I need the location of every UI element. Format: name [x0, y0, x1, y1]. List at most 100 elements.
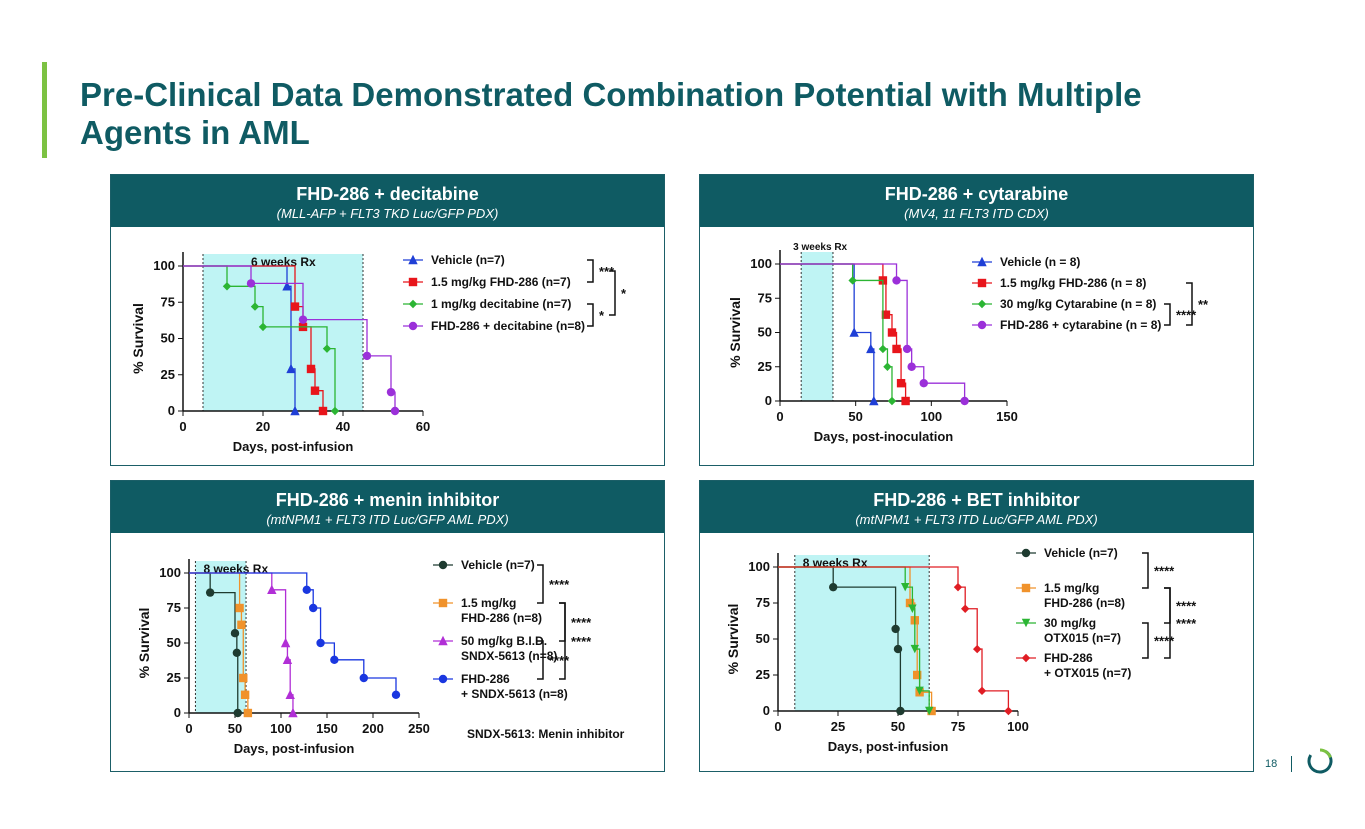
significance-bracket	[587, 303, 594, 327]
survival-line	[780, 263, 966, 401]
legend-marker	[1021, 653, 1031, 663]
data-point	[286, 363, 296, 374]
significance-label: ****	[571, 634, 592, 649]
y-tick-label: 50	[756, 631, 770, 646]
legend-label: FHD-286 + decitabine (n=8)	[431, 319, 585, 333]
rx-band	[794, 555, 930, 711]
significance-label: ****	[1176, 308, 1197, 323]
survival-chart-menin: 8 weeks Rx 0 50 100 150 200 250 0 25 50 75 100 Days,…	[136, 558, 625, 756]
x-tick-label: 0	[776, 409, 783, 424]
data-point	[902, 344, 912, 354]
y-tick-label: 25	[756, 667, 770, 682]
data-point	[258, 322, 268, 332]
data-point	[878, 344, 888, 354]
data-point	[362, 351, 372, 361]
series-4	[189, 572, 401, 699]
y-tick-label: 50	[161, 331, 175, 346]
legend-label: Vehicle (n=7)	[431, 253, 505, 267]
panel-title: FHD-286 + decitabine	[296, 184, 479, 204]
significance-label: ****	[549, 577, 570, 592]
data-point	[829, 582, 838, 592]
significance-bracket	[1186, 282, 1193, 326]
legend-marker	[438, 674, 448, 684]
y-tick-label: 0	[174, 705, 181, 720]
survival-chart-decitabine: 6 weeks Rx 0 20 40 60 0 25 50 75 100 Days, post-in…	[130, 252, 627, 454]
significance-bracket	[1142, 552, 1149, 589]
data-point	[282, 654, 293, 664]
data-point	[290, 302, 300, 311]
x-tick-label: 100	[270, 721, 292, 736]
y-tick-label: 100	[159, 565, 181, 580]
data-point	[235, 603, 244, 613]
y-tick-label: 75	[161, 294, 175, 309]
legend-marker	[408, 277, 418, 287]
data-point	[887, 328, 897, 337]
panel-menin: FHD-286 + menin inhibitor (mtNPM1 + FLT3…	[110, 480, 665, 772]
series-2	[189, 572, 253, 718]
data-point	[919, 378, 928, 388]
company-logo-icon	[1307, 748, 1333, 774]
rx-label: 8 weeks Rx	[203, 562, 268, 576]
data-point	[881, 310, 891, 319]
data-point	[282, 281, 292, 291]
significance-bracket	[537, 564, 544, 604]
series-4	[778, 566, 1013, 716]
survival-chart-cytarabine: 3 weeks Rx 0 50 100 150 0 25 50 75 100 Days, post-…	[727, 242, 1209, 444]
significance-bracket	[587, 259, 594, 283]
legend-marker	[977, 320, 987, 330]
y-tick-label: 75	[756, 595, 770, 610]
data-point	[290, 405, 300, 416]
x-tick-label: 20	[256, 419, 270, 434]
x-tick-label: 50	[891, 719, 905, 734]
data-point	[883, 362, 892, 371]
legend-label: 1.5 mg/kg FHD-286 (n=8)	[1044, 581, 1125, 610]
data-point	[913, 670, 922, 680]
legend-marker	[1021, 618, 1031, 628]
x-tick-label: 150	[316, 721, 338, 736]
data-point	[960, 396, 969, 406]
x-tick-label: 0	[179, 419, 186, 434]
data-point	[309, 603, 318, 613]
y-tick-label: 100	[748, 559, 770, 574]
data-point	[233, 708, 242, 718]
data-point	[1004, 706, 1013, 716]
legend-marker	[977, 278, 987, 288]
data-point	[907, 362, 916, 371]
data-point	[869, 395, 879, 406]
series-1	[778, 566, 905, 716]
data-point	[237, 620, 246, 629]
data-point	[306, 364, 316, 374]
significance-label: ****	[1176, 599, 1197, 614]
y-tick-label: 75	[758, 290, 772, 305]
y-tick-label: 0	[168, 403, 175, 418]
data-point	[893, 644, 903, 654]
significance-bracket	[559, 602, 566, 680]
series-3	[780, 263, 897, 406]
data-point	[908, 604, 917, 613]
panel-header: FHD-286 + decitabine (MLL-AFP + FLT3 TKD…	[111, 175, 664, 227]
page-number: 18	[1265, 758, 1278, 770]
x-tick-label: 0	[774, 719, 781, 734]
legend-marker	[438, 560, 448, 570]
data-point	[910, 644, 919, 654]
legend-label: FHD-286 + cytarabine (n = 8)	[1000, 318, 1161, 332]
x-tick-label: 50	[228, 721, 242, 736]
data-point	[322, 344, 332, 353]
significance-label: ****	[549, 653, 570, 668]
series-2	[780, 263, 910, 406]
survival-line	[778, 566, 1010, 711]
x-tick-label: 150	[996, 409, 1018, 424]
rx-label: 8 weeks Rx	[803, 556, 868, 570]
data-point	[240, 690, 250, 699]
significance-label: ****	[1176, 616, 1197, 631]
data-point	[330, 655, 339, 664]
panel-subtitle: (MV4, 11 FLT3 ITD CDX)	[904, 206, 1049, 221]
survival-line	[778, 566, 930, 711]
survival-line	[780, 263, 893, 401]
rx-band	[801, 252, 833, 401]
legend-label: 50 mg/kg B.I.D. SNDX-5613 (n=8)	[461, 634, 557, 663]
panel-header: FHD-286 + BET inhibitor (mtNPM1 + FLT3 I…	[700, 481, 1253, 533]
data-point	[232, 648, 242, 657]
y-tick-label: 0	[763, 703, 770, 718]
significance-label: ***	[599, 264, 615, 279]
